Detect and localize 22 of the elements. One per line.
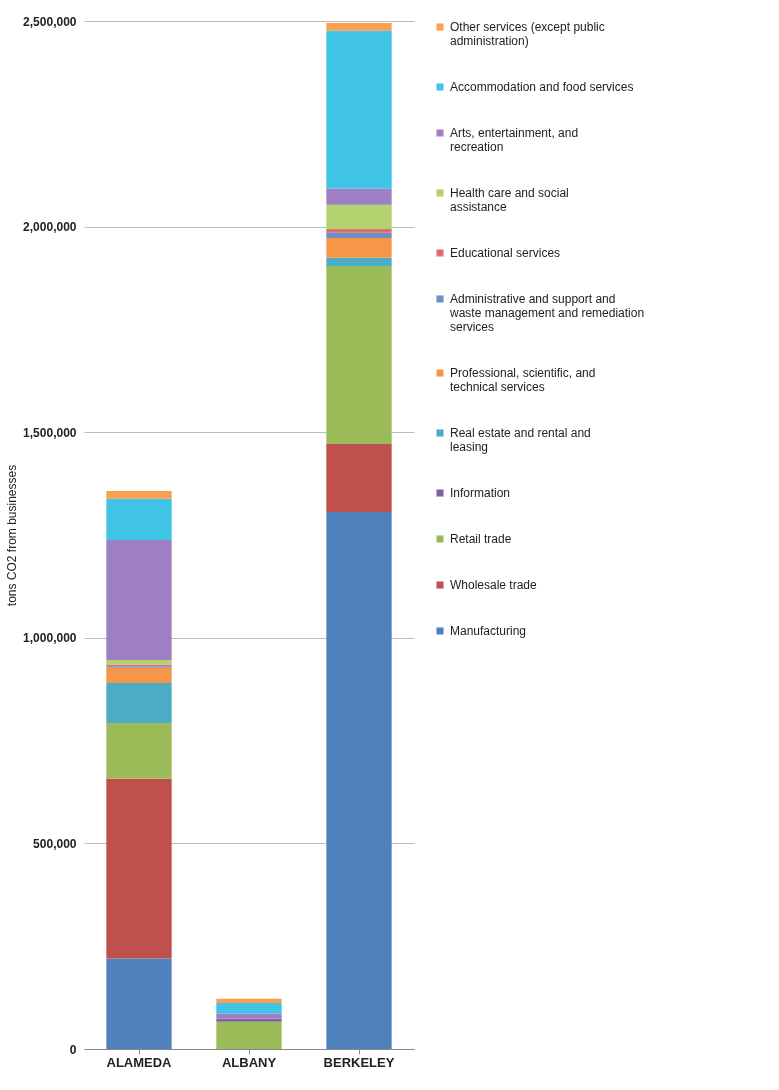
legend-label: Other services (except public administration) (450, 20, 605, 48)
x-tick-label: ALBANY (221, 1054, 277, 1070)
x-tick-label: ALAMEDA (106, 1054, 173, 1070)
y-axis-title: tons CO2 from businesses (5, 464, 20, 607)
legend-label: Health care and social assistance (450, 186, 569, 214)
y-tick-label: 2,500,000 (23, 14, 77, 29)
legend-label: Arts, entertainment, and recreation (450, 126, 579, 154)
y-tick-label: 0 (69, 1042, 77, 1057)
legend-label: Educational services (450, 246, 561, 260)
y-tick-label: 500,000 (33, 836, 77, 851)
y-tick-label: 1,000,000 (23, 631, 77, 646)
legend-label: Wholesale trade (450, 578, 538, 592)
legend-label: Professional, scientific, and technical services (450, 366, 596, 394)
legend-label: Manufacturing (450, 624, 527, 638)
legend-label: Real estate and rental and leasing (450, 426, 591, 454)
legend-label: Information (450, 486, 511, 500)
legend-label: Administrative and support and waste management and remediation services (449, 292, 645, 334)
y-tick-label: 2,000,000 (23, 220, 77, 235)
x-tick-label: BERKELEY (323, 1054, 395, 1070)
y-tick-label: 1,500,000 (23, 425, 77, 440)
legend-label: Retail trade (450, 532, 512, 546)
legend-label: Accommodation and food services (450, 80, 634, 94)
